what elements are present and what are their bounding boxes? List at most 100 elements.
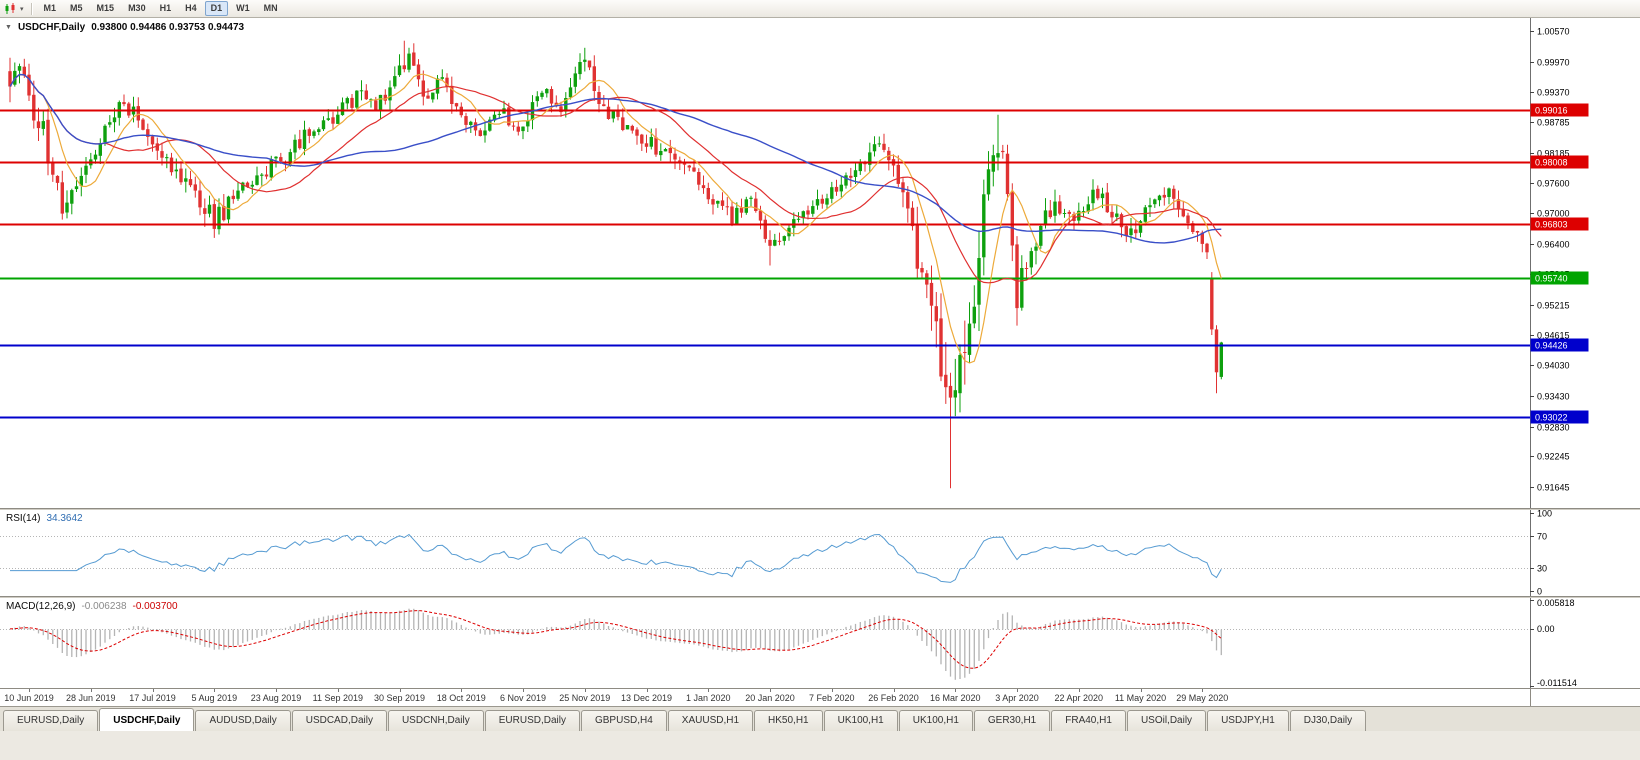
date-label: 11 Sep 2019: [312, 693, 363, 703]
svg-text:0.99370: 0.99370: [1537, 88, 1570, 98]
chart-tab-5-eurusd-daily[interactable]: EURUSD,Daily: [484, 710, 580, 731]
chart-tab-2-audusd-daily[interactable]: AUDUSD,Daily: [195, 710, 291, 731]
chart-tab-0-eurusd-daily[interactable]: EURUSD,Daily: [3, 710, 99, 731]
chart-tab-8-hk50-h1[interactable]: HK50,H1: [754, 710, 823, 731]
chart-tab-11-ger30-h1[interactable]: GER30,H1: [973, 710, 1051, 731]
timeframe-button-m30[interactable]: M30: [128, 3, 146, 13]
date-label: 7 Feb 2020: [809, 693, 855, 703]
chart-tab-12-fra40-h1[interactable]: FRA40,H1: [1051, 710, 1126, 731]
timeframe-button-d1[interactable]: D1: [204, 1, 229, 16]
rsi-pane[interactable]: 100 70 30 0: [0, 510, 1640, 596]
svg-text:0.98008: 0.98008: [1535, 158, 1568, 168]
timeframe-button-m15[interactable]: M15: [96, 3, 115, 13]
timeframe-button-mn[interactable]: MN: [263, 3, 278, 13]
macd-histogram: [9, 608, 1222, 680]
chart-tab-9-uk100-h1[interactable]: UK100,H1: [823, 710, 898, 731]
timeframe-button-h4[interactable]: H4: [185, 3, 197, 13]
chart-tab-3-usdcad-daily[interactable]: USDCAD,Daily: [291, 710, 387, 731]
chart-tab-15-dj30-daily[interactable]: DJ30,Daily: [1289, 710, 1367, 731]
date-tick: [399, 689, 401, 692]
date-label: 26 Feb 2020: [868, 693, 919, 703]
moving-average-lines: [9, 73, 1222, 364]
timeframe-button-m1[interactable]: M1: [43, 3, 57, 13]
date-tick: [646, 689, 648, 692]
svg-text:0.99016: 0.99016: [1535, 106, 1568, 116]
date-label: 16 Mar 2020: [930, 693, 981, 703]
chart-tab-14-usdjpy-h1[interactable]: USDJPY,H1: [1207, 710, 1289, 731]
date-label: 11 May 2020: [1114, 693, 1167, 703]
svg-text:0.95215: 0.95215: [1537, 301, 1570, 311]
chart-tab-13-usoil-daily[interactable]: USOil,Daily: [1126, 710, 1207, 731]
date-tick: [152, 689, 154, 692]
date-tick: [214, 689, 216, 692]
chart-title: ▼ USDCHF,Daily 0.93800 0.94486 0.93753 0…: [5, 22, 244, 33]
svg-text:100: 100: [1537, 510, 1552, 519]
timeframe-button-w1[interactable]: W1: [236, 3, 250, 13]
svg-text:30: 30: [1537, 564, 1547, 574]
date-label: 28 Jun 2019: [66, 693, 116, 703]
chart-menu-icon[interactable]: ▾: [4, 2, 24, 15]
chart-tab-1-usdchf-daily[interactable]: USDCHF,Daily: [99, 708, 195, 731]
date-label: 30 Sep 2019: [373, 693, 426, 703]
date-tick: [29, 689, 30, 692]
svg-text:0.98185: 0.98185: [1537, 149, 1570, 159]
date-tick: [831, 689, 833, 692]
timeframe-toolbar: ▾ M1 M5 M15 M30 H1 H4 D1 W1 MN: [0, 0, 1640, 18]
date-tick: [1140, 689, 1142, 692]
date-label: 5 Aug 2019: [191, 693, 238, 703]
svg-text:0.005818: 0.005818: [1537, 598, 1575, 608]
svg-text:0.93022: 0.93022: [1535, 413, 1568, 423]
date-tick: [770, 689, 771, 692]
macd-signal-value: -0.003700: [132, 601, 178, 612]
date-label: 10 Jun 2019: [4, 693, 54, 703]
time-scale[interactable]: 10 Jun 2019 28 Jun 2019 17 Jul 2019 5 Aug 2…: [0, 688, 1640, 706]
svg-text:0.98785: 0.98785: [1537, 118, 1570, 128]
macd-pane[interactable]: 0.005818 0.00 -0.011514: [0, 598, 1640, 688]
date-tick: [1078, 689, 1080, 692]
pane-splitter[interactable]: [0, 508, 1640, 510]
macd-signal-line: [9, 610, 1222, 669]
date-tick: [337, 689, 339, 692]
date-label: 1 Jan 2020: [686, 693, 731, 703]
chart-tab-10-uk100-h1[interactable]: UK100,H1: [898, 710, 973, 731]
svg-text:0: 0: [1537, 587, 1542, 597]
one-click-trading-toggle[interactable]: ▼: [5, 24, 12, 31]
macd-indicator-label: MACD(12,26,9) -0.006238 -0.003700: [6, 601, 178, 612]
date-tick: [955, 689, 957, 692]
chart-tab-7-xauusd-h1[interactable]: XAUUSD,H1: [667, 710, 754, 731]
chart-tab-4-usdcnh-daily[interactable]: USDCNH,Daily: [387, 710, 484, 731]
pane-splitter[interactable]: [0, 596, 1640, 598]
date-label: 18 Oct 2019: [436, 693, 486, 703]
timeframe-button-m5[interactable]: M5: [70, 3, 83, 13]
date-label: 17 Jul 2019: [129, 693, 176, 703]
rsi-line: [10, 533, 1222, 583]
svg-text:0.96803: 0.96803: [1535, 220, 1568, 230]
timeframe-button-h1[interactable]: H1: [159, 3, 172, 13]
timeframe-buttons: M1 M5 M15 M30 H1 H4 D1 W1 MN: [37, 1, 285, 16]
svg-text:0.94030: 0.94030: [1537, 361, 1570, 371]
chart-tab-6-gbpusd-h4[interactable]: GBPUSD,H4: [580, 710, 667, 731]
svg-text:0.96400: 0.96400: [1537, 240, 1570, 250]
window-bottom-strip: [0, 731, 1640, 760]
svg-text:0.97600: 0.97600: [1537, 179, 1570, 189]
horizontal-lines: [0, 109, 1530, 419]
chart-symbol-period: USDCHF,Daily: [17, 22, 86, 33]
date-label: 3 Apr 2020: [995, 693, 1039, 703]
date-tick: [1017, 689, 1018, 692]
rsi-indicator-label: RSI(14) 34.3642: [6, 513, 83, 524]
date-tick: [523, 689, 524, 692]
date-label: 13 Dec 2019: [620, 693, 673, 703]
date-tick: [893, 689, 895, 692]
svg-text:-0.011514: -0.011514: [1537, 678, 1577, 688]
date-tick: [584, 689, 586, 692]
rsi-value: 34.3642: [46, 513, 83, 524]
date-label: 6 Nov 2019: [499, 693, 547, 703]
svg-text:0.97000: 0.97000: [1537, 209, 1570, 219]
date-tick: [90, 689, 92, 692]
main-chart-pane[interactable]: 1.00570 0.99970 0.99370 0.98785 0.98185 0.976…: [0, 18, 1640, 508]
date-tick: [276, 689, 277, 692]
svg-text:0.00: 0.00: [1537, 624, 1555, 634]
macd-main-value: -0.006238: [81, 601, 127, 612]
date-label: 29 May 2020: [1176, 693, 1229, 703]
